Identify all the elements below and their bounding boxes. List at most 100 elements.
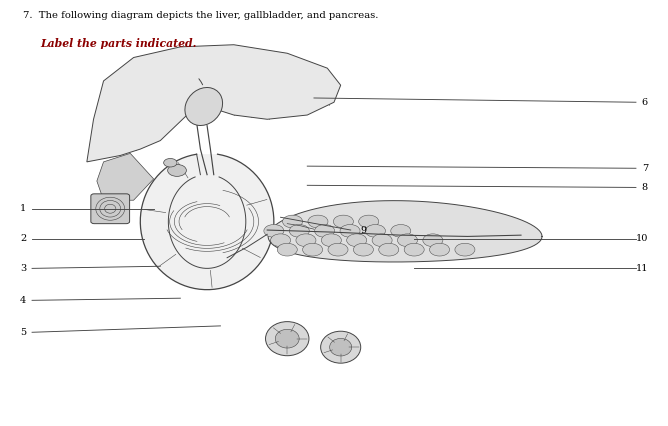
Point xyxy=(280,110,291,117)
Point xyxy=(299,66,310,72)
Point xyxy=(85,136,96,143)
Point xyxy=(93,108,104,115)
Point xyxy=(273,49,284,56)
Point xyxy=(113,85,124,92)
Point xyxy=(182,86,193,92)
Point xyxy=(188,59,198,66)
Point xyxy=(289,97,299,104)
Point xyxy=(160,117,171,124)
Point xyxy=(247,54,258,61)
Point xyxy=(317,82,327,89)
Point xyxy=(271,69,281,76)
Point xyxy=(96,135,107,142)
Point xyxy=(114,99,124,106)
Point xyxy=(201,62,212,69)
Polygon shape xyxy=(268,201,542,262)
Point xyxy=(275,86,286,93)
Point xyxy=(248,104,259,110)
Ellipse shape xyxy=(283,215,303,228)
Point xyxy=(315,68,326,75)
Ellipse shape xyxy=(289,225,309,237)
Point xyxy=(323,99,333,106)
Point xyxy=(243,84,254,91)
Point xyxy=(161,89,172,96)
Point xyxy=(257,99,267,106)
Point xyxy=(238,50,249,57)
Point xyxy=(267,107,278,114)
Point xyxy=(202,98,212,105)
Point xyxy=(303,69,314,75)
Ellipse shape xyxy=(321,234,341,247)
Point xyxy=(285,77,296,84)
Ellipse shape xyxy=(340,225,360,237)
Point xyxy=(124,133,135,140)
Point xyxy=(189,95,200,102)
Point xyxy=(99,98,110,105)
Point xyxy=(121,135,132,141)
Point xyxy=(246,58,257,65)
Point xyxy=(220,101,231,108)
Point xyxy=(231,106,242,113)
Point xyxy=(138,60,149,67)
Point xyxy=(277,107,287,114)
Ellipse shape xyxy=(164,158,177,167)
Point xyxy=(286,97,297,104)
Point xyxy=(273,103,284,109)
Point xyxy=(319,73,329,80)
Point xyxy=(160,49,171,56)
Point xyxy=(285,57,295,63)
Ellipse shape xyxy=(264,225,284,237)
Text: 5: 5 xyxy=(20,328,26,337)
Point xyxy=(156,126,167,132)
Point xyxy=(265,91,275,98)
Point xyxy=(184,98,195,105)
Point xyxy=(116,143,127,150)
Point xyxy=(217,102,228,109)
Point xyxy=(247,89,258,96)
Point xyxy=(134,58,144,65)
Point xyxy=(196,93,206,100)
Point xyxy=(122,147,133,154)
Point xyxy=(226,55,237,62)
Point xyxy=(230,60,240,67)
Point xyxy=(118,74,129,81)
Point xyxy=(141,96,152,103)
Point xyxy=(156,106,166,113)
Point xyxy=(160,75,170,81)
Point xyxy=(202,86,213,93)
Ellipse shape xyxy=(277,243,297,256)
Ellipse shape xyxy=(353,243,373,256)
Point xyxy=(264,91,275,98)
Point xyxy=(113,99,124,106)
Polygon shape xyxy=(87,45,341,162)
Point xyxy=(98,91,109,98)
Ellipse shape xyxy=(404,243,424,256)
Point xyxy=(131,147,142,153)
Point xyxy=(104,139,115,146)
Point xyxy=(280,84,291,91)
Point xyxy=(307,71,318,78)
Point xyxy=(176,92,187,99)
Point xyxy=(253,103,264,110)
Point xyxy=(144,133,155,140)
Point xyxy=(125,83,136,90)
Point xyxy=(272,55,283,61)
Point xyxy=(176,92,187,98)
Text: 8: 8 xyxy=(642,183,648,192)
Point xyxy=(250,103,261,110)
Point xyxy=(222,105,233,112)
Point xyxy=(128,119,138,126)
Point xyxy=(179,103,190,109)
Point xyxy=(270,112,281,118)
Point xyxy=(263,93,273,100)
Point xyxy=(92,154,102,161)
Point xyxy=(134,143,145,150)
Point xyxy=(132,56,142,63)
Point xyxy=(154,53,165,60)
Point xyxy=(210,49,220,55)
Point xyxy=(216,82,226,89)
Point xyxy=(127,136,138,143)
Point xyxy=(88,149,99,156)
Point xyxy=(207,95,218,102)
Point xyxy=(152,91,163,98)
